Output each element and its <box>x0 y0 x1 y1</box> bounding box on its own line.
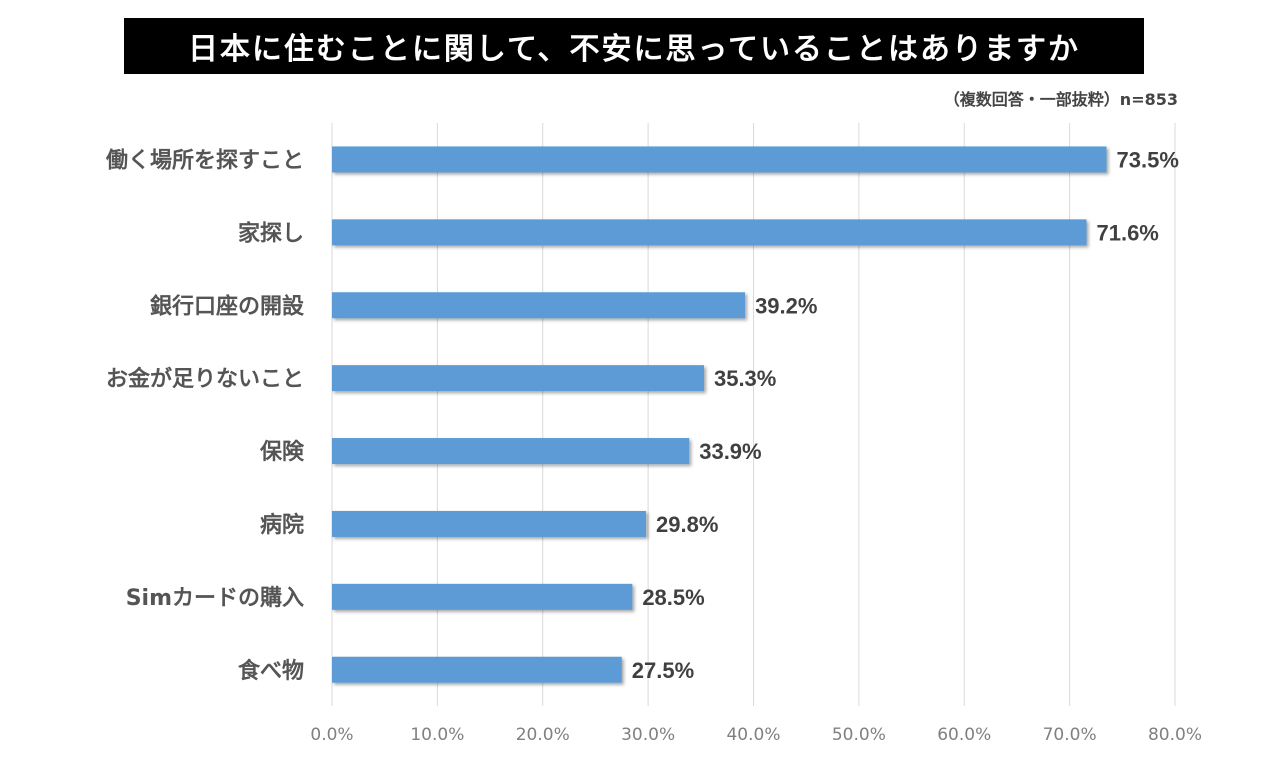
x-tick-label: 60.0% <box>937 725 991 745</box>
value-label: 27.5% <box>632 658 694 683</box>
x-tick-label: 20.0% <box>516 725 570 745</box>
bar <box>332 365 704 392</box>
category-label: Simカードの購入 <box>126 586 304 611</box>
value-label: 35.3% <box>714 366 776 391</box>
category-label: 病院 <box>260 512 304 538</box>
gridlines <box>331 123 1176 706</box>
chart-subtitle: （複数回答・一部抜粋）n=853 <box>943 90 1178 109</box>
chart-title: 日本に住むことに関して、不安に思っていることはありますか <box>124 18 1144 74</box>
bars <box>332 146 1107 683</box>
bar <box>332 510 647 537</box>
x-tick-label: 30.0% <box>621 725 675 745</box>
x-tick-label: 80.0% <box>1148 725 1202 745</box>
x-tick-label: 10.0% <box>410 725 464 745</box>
bar <box>332 146 1107 173</box>
value-label: 33.9% <box>699 439 761 464</box>
category-label: 働く場所を探すこと <box>105 147 304 173</box>
labels: 0.0% 10.0% 20.0% 30.0% 40.0% 50.0% 60.0% 70.0% 8… <box>105 147 1202 745</box>
x-tick-label: 0.0% <box>310 725 353 745</box>
value-label: 29.8% <box>656 512 718 537</box>
bar <box>332 656 622 683</box>
category-label: 銀行口座の開設 <box>150 293 305 319</box>
bar <box>332 438 690 465</box>
category-label: お金が足りないこと <box>106 366 304 392</box>
value-label: 71.6% <box>1096 220 1158 245</box>
value-label: 73.5% <box>1117 147 1179 172</box>
bar <box>332 292 746 319</box>
bar <box>332 583 633 610</box>
x-tick-label: 50.0% <box>832 725 886 745</box>
x-tick-label: 70.0% <box>1043 725 1097 745</box>
value-label: 39.2% <box>755 293 817 318</box>
category-label: 家探し <box>238 220 304 246</box>
bar <box>332 219 1087 246</box>
category-label: 保険 <box>259 440 305 465</box>
value-label: 28.5% <box>642 585 704 610</box>
x-tick-label: 40.0% <box>726 725 780 745</box>
category-label: 食べ物 <box>238 658 304 684</box>
